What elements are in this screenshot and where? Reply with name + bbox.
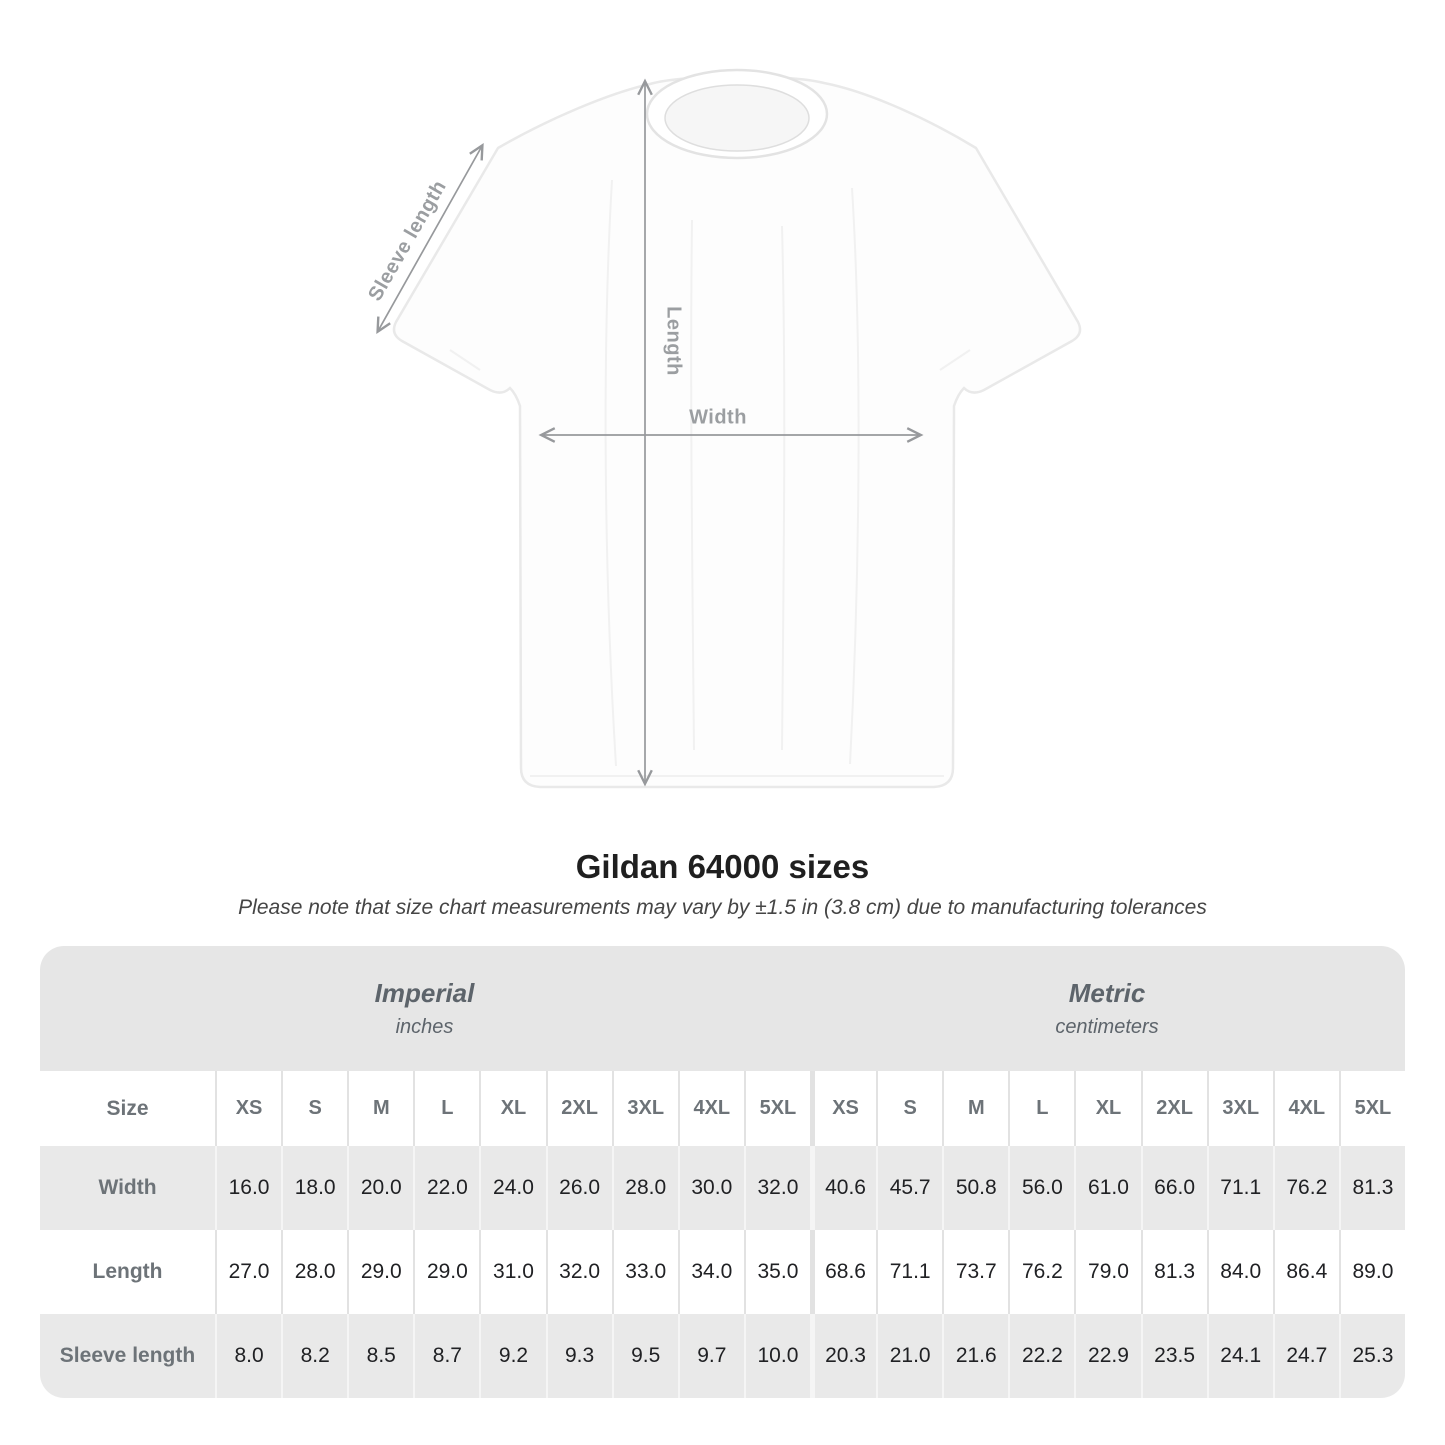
imperial-unit: inches [395, 1016, 454, 1038]
width-row: Width 16.0 18.0 20.0 22.0 24.0 26.0 28.0… [40, 1146, 1405, 1230]
table-cell: 8.7 [413, 1314, 479, 1398]
size-header-row: Size XS S M L XL 2XL 3XL 4XL 5XL XS S M … [40, 1071, 1405, 1146]
table-cell: 45.7 [876, 1146, 942, 1230]
table-cell: 9.2 [479, 1314, 545, 1398]
table-cell: 40.6 [810, 1146, 876, 1230]
size-col-header: S [876, 1071, 942, 1146]
table-cell: 8.2 [281, 1314, 347, 1398]
table-cell: 28.0 [281, 1230, 347, 1314]
table-cell: 50.8 [942, 1146, 1008, 1230]
table-cell: 32.0 [743, 1146, 810, 1230]
table-cell: 16.0 [215, 1146, 281, 1230]
table-cell: 81.3 [1140, 1230, 1207, 1314]
table-cell: 28.0 [611, 1146, 678, 1230]
collar-inner [664, 84, 810, 152]
row-label: Width [98, 1176, 157, 1199]
table-cell: 9.3 [545, 1314, 612, 1398]
size-col-header: L [413, 1071, 479, 1146]
width-label: Width [689, 406, 747, 429]
tshirt-diagram: Sleeve length Length Width [330, 50, 1090, 830]
size-col-header: 4XL [677, 1071, 744, 1146]
table-cell: 10.0 [743, 1314, 810, 1398]
table-cell: 68.6 [810, 1230, 876, 1314]
metric-label: Metric [1068, 978, 1146, 1008]
table-cell: 25.3 [1338, 1314, 1405, 1398]
size-col-header: M [347, 1071, 413, 1146]
table-cell: 79.0 [1074, 1230, 1140, 1314]
table-cell: 27.0 [215, 1230, 281, 1314]
size-col-header: 2XL [545, 1071, 612, 1146]
table-cell: 21.6 [942, 1314, 1008, 1398]
metric-unit: centimeters [1055, 1016, 1159, 1038]
table-cell: 24.1 [1206, 1314, 1273, 1398]
row-label: Sleeve length [59, 1344, 196, 1367]
table-cell: 22.9 [1074, 1314, 1140, 1398]
table-cell: 9.7 [677, 1314, 744, 1398]
table-cell: 76.2 [1008, 1230, 1074, 1314]
size-col-header: 5XL [743, 1071, 810, 1146]
table-cell: 22.2 [1008, 1314, 1074, 1398]
tolerance-note: Please note that size chart measurements… [238, 896, 1207, 919]
size-col-header: S [281, 1071, 347, 1146]
sleeve-length-row: Sleeve length 8.0 8.2 8.5 8.7 9.2 9.3 9.… [40, 1314, 1405, 1398]
table-cell: 8.0 [215, 1314, 281, 1398]
page-title: Gildan 64000 sizes [575, 848, 870, 885]
size-col-header: 3XL [1206, 1071, 1273, 1146]
unit-header-row: Imperial inches Metric centimeters [40, 946, 1405, 1071]
table-cell: 35.0 [743, 1230, 810, 1314]
table-cell: 81.3 [1338, 1146, 1405, 1230]
length-label: Length [662, 306, 685, 376]
size-table: Imperial inches Metric centimeters Size … [40, 946, 1405, 1398]
imperial-label: Imperial [374, 978, 475, 1008]
tshirt-illustration [376, 68, 1082, 789]
row-label: Length [92, 1260, 163, 1283]
table-cell: 61.0 [1074, 1146, 1140, 1230]
table-cell: 20.3 [810, 1314, 876, 1398]
sleeve-length-arrow [376, 142, 484, 335]
size-col-header: XL [479, 1071, 545, 1146]
size-col-header: 4XL [1272, 1071, 1339, 1146]
table-cell: 30.0 [677, 1146, 744, 1230]
table-cell: 89.0 [1338, 1230, 1405, 1314]
table-cell: 76.2 [1272, 1146, 1339, 1230]
table-cell: 29.0 [347, 1230, 413, 1314]
table-cell: 84.0 [1206, 1230, 1273, 1314]
size-col-header: XL [1074, 1071, 1140, 1146]
table-cell: 18.0 [281, 1146, 347, 1230]
table-cell: 9.5 [611, 1314, 678, 1398]
table-cell: 23.5 [1140, 1314, 1207, 1398]
table-cell: 21.0 [876, 1314, 942, 1398]
table-cell: 31.0 [479, 1230, 545, 1314]
size-col-header: XS [215, 1071, 281, 1146]
table-cell: 71.1 [876, 1230, 942, 1314]
size-col-header: 3XL [611, 1071, 678, 1146]
size-header: Size [106, 1096, 149, 1120]
size-col-header: L [1008, 1071, 1074, 1146]
table-cell: 29.0 [413, 1230, 479, 1314]
table-cell: 66.0 [1140, 1146, 1207, 1230]
table-cell: 73.7 [942, 1230, 1008, 1314]
table-cell: 86.4 [1272, 1230, 1339, 1314]
table-cell: 32.0 [545, 1230, 612, 1314]
table-cell: 71.1 [1206, 1146, 1273, 1230]
table-cell: 26.0 [545, 1146, 612, 1230]
table-cell: 24.0 [479, 1146, 545, 1230]
length-row: Length 27.0 28.0 29.0 29.0 31.0 32.0 33.… [40, 1230, 1405, 1314]
table-cell: 22.0 [413, 1146, 479, 1230]
metric-header: Metric centimeters [809, 946, 1405, 1071]
table-cell: 56.0 [1008, 1146, 1074, 1230]
size-col-header: M [942, 1071, 1008, 1146]
imperial-header: Imperial inches [40, 946, 809, 1071]
table-cell: 20.0 [347, 1146, 413, 1230]
table-cell: 24.7 [1272, 1314, 1339, 1398]
table-cell: 34.0 [677, 1230, 744, 1314]
size-col-header: 5XL [1338, 1071, 1405, 1146]
size-col-header: 2XL [1140, 1071, 1207, 1146]
table-cell: 8.5 [347, 1314, 413, 1398]
table-cell: 33.0 [611, 1230, 678, 1314]
size-col-header: XS [810, 1071, 876, 1146]
